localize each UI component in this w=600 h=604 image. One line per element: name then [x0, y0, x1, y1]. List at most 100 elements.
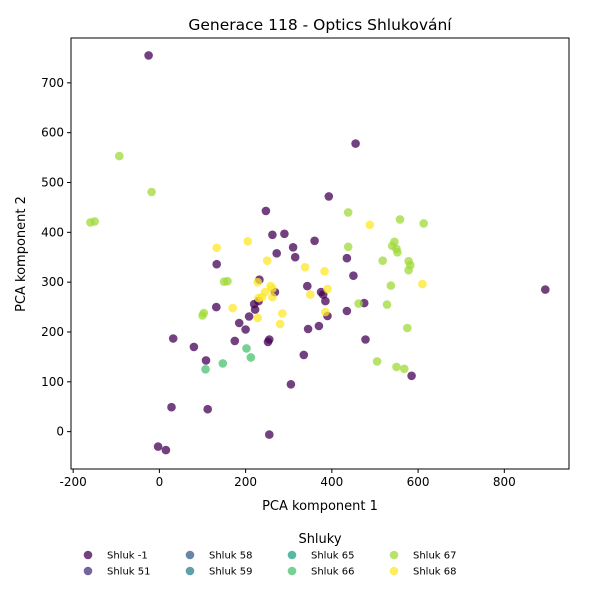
- data-point: [246, 353, 256, 362]
- data-point: [386, 281, 396, 290]
- legend-marker: [389, 566, 399, 576]
- y-tick-label: 300: [41, 275, 64, 289]
- data-point: [230, 336, 240, 346]
- legend-label: Shluk 68: [413, 567, 457, 578]
- data-point: [201, 365, 210, 374]
- x-tick-label: 200: [234, 475, 257, 489]
- legend-marker: [389, 550, 399, 560]
- data-point: [161, 445, 171, 455]
- legend-label: Shluk 58: [209, 551, 253, 562]
- data-point: [280, 229, 289, 239]
- data-point: [254, 293, 263, 303]
- legend-label: Shluk 67: [413, 551, 457, 562]
- data-point: [261, 206, 271, 216]
- legend-label: Shluk 59: [209, 567, 253, 578]
- data-point: [242, 344, 251, 353]
- legend-marker: [185, 550, 195, 560]
- data-point: [168, 334, 178, 343]
- y-tick-label: 700: [41, 76, 64, 90]
- data-point: [153, 442, 163, 451]
- data-point: [167, 402, 176, 412]
- data-point: [361, 335, 370, 344]
- legend-marker: [185, 566, 195, 576]
- data-point: [400, 364, 409, 374]
- legend: Shluk -1 Shluk 51 Shluk 58 Shluk 59 Shluk 65…: [83, 550, 457, 578]
- data-point: [310, 236, 319, 246]
- y-tick-label: 200: [41, 325, 64, 339]
- data-point: [314, 321, 324, 331]
- legend-marker: [287, 550, 297, 560]
- data-point: [407, 371, 416, 381]
- data-point: [275, 319, 285, 329]
- data-point: [144, 51, 153, 60]
- y-tick-label: 400: [41, 225, 64, 239]
- data-point: [115, 151, 124, 161]
- x-axis-label: PCA komponent 1: [262, 499, 378, 514]
- data-point: [212, 243, 221, 253]
- x-axis-ticks: -200 0 200 400 600 800: [60, 469, 516, 489]
- data-point: [228, 303, 237, 313]
- data-point: [198, 311, 207, 320]
- data-point: [320, 266, 329, 276]
- plot-area-frame: [70, 37, 570, 470]
- data-point: [262, 256, 272, 266]
- data-point: [419, 219, 429, 228]
- x-tick-label: 600: [407, 475, 430, 489]
- legend-marker: [287, 566, 297, 576]
- x-tick-label: 0: [156, 475, 164, 489]
- data-point: [234, 318, 244, 328]
- data-point: [378, 256, 388, 266]
- data-point: [323, 284, 332, 294]
- data-point: [268, 230, 277, 240]
- legend-label: Shluk 65: [311, 551, 355, 562]
- data-point: [288, 243, 298, 252]
- data-point: [324, 192, 334, 201]
- data-point: [201, 356, 211, 365]
- data-point: [244, 312, 254, 321]
- x-tick-label: -200: [60, 475, 87, 489]
- data-point: [268, 284, 277, 293]
- data-point: [395, 215, 405, 224]
- data-point: [212, 259, 221, 269]
- data-point: [418, 279, 427, 289]
- data-point: [272, 249, 282, 258]
- data-point: [290, 252, 300, 262]
- data-point: [404, 265, 413, 275]
- data-point: [403, 323, 412, 333]
- legend-label: Shluk 51: [107, 567, 151, 578]
- data-point: [241, 325, 250, 334]
- data-point: [541, 285, 550, 294]
- data-point: [343, 242, 353, 252]
- data-point: [372, 357, 382, 366]
- data-point: [321, 296, 330, 306]
- x-tick-label: 400: [320, 475, 343, 489]
- data-point: [218, 359, 228, 368]
- y-tick-label: 600: [41, 126, 64, 140]
- data-point: [303, 324, 313, 334]
- y-tick-label: 100: [41, 375, 64, 389]
- y-tick-label: 0: [56, 425, 64, 439]
- data-point: [343, 208, 353, 217]
- data-point: [382, 300, 392, 309]
- data-point: [300, 262, 310, 272]
- data-point: [212, 302, 221, 312]
- data-point: [268, 292, 277, 302]
- data-point: [147, 187, 156, 197]
- data-point: [321, 307, 330, 317]
- y-axis-label: PCA komponent 2: [14, 196, 29, 312]
- data-point: [387, 241, 397, 251]
- data-point: [303, 281, 312, 291]
- points-layer: [86, 51, 550, 455]
- data-point: [253, 313, 262, 323]
- data-point: [250, 305, 260, 314]
- data-point: [354, 299, 363, 308]
- x-tick-label: 800: [493, 475, 516, 489]
- data-point: [342, 306, 352, 316]
- data-point: [365, 220, 375, 230]
- chart-title: Generace 118 - Optics Shlukování: [188, 16, 452, 34]
- data-point: [223, 276, 232, 286]
- data-point: [265, 430, 274, 439]
- data-point: [342, 253, 352, 263]
